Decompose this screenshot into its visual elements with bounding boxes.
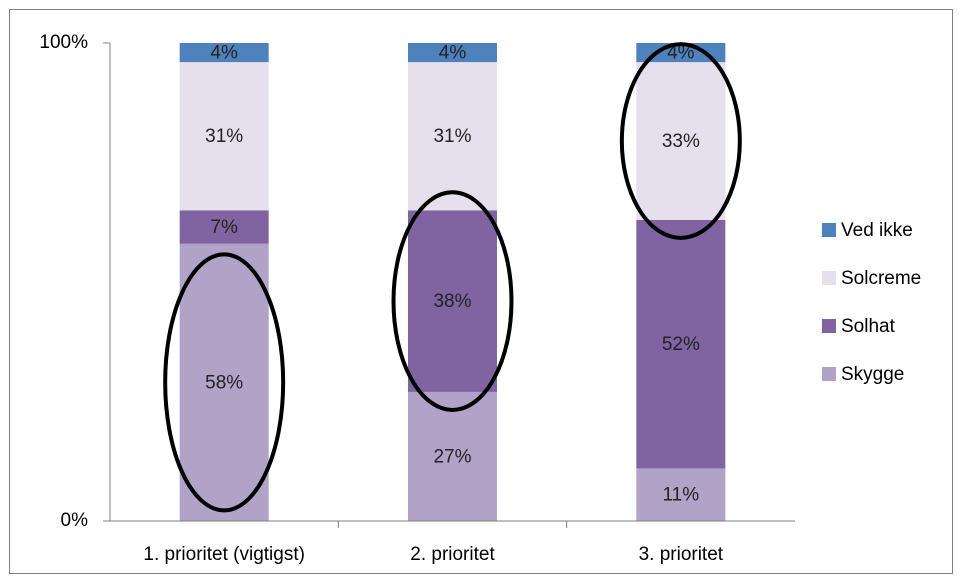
bar-segment-solcreme-2 [408, 62, 497, 211]
data-label-skygge-2: 27% [433, 446, 471, 467]
bar-segment-ved-ikke-3 [636, 43, 726, 63]
category-label-2: 2. prioritet [410, 544, 495, 565]
segment-labels-group: 58% 7% 31% 4% 27% 38% 31% 4% 11% 52% 33% 4% [205, 43, 700, 506]
legend-label-ved-ikke: Ved ikke [841, 220, 913, 241]
bar-segment-skygge-2 [408, 391, 497, 521]
bar-segment-skygge-3 [636, 468, 726, 521]
bar-segment-solcreme-1 [179, 62, 269, 211]
legend-swatch-ved-ikke [822, 223, 836, 237]
category-label-3: 3. prioritet [639, 544, 724, 565]
highlight-ellipse-3 [619, 42, 742, 240]
data-label-ved-ikke-2: 4% [439, 43, 467, 64]
category-label-1: 1. prioritet (vigtigst) [143, 544, 305, 565]
legend-label-solhat: Solhat [841, 316, 896, 337]
chart-frame [9, 9, 953, 574]
bars-group [179, 43, 726, 521]
legend-swatch-solhat [822, 319, 836, 333]
y-tick-label-2: 100% [39, 32, 88, 53]
legend: Ved ikke Solcreme Solhat Skygge [822, 220, 921, 385]
legend-swatch-skygge [822, 367, 836, 381]
data-label-skygge-1: 58% [205, 372, 243, 393]
ticks-group: 0% 100% [39, 32, 568, 531]
data-label-solcreme-3: 33% [662, 131, 700, 152]
bar-segment-solhat-3 [636, 219, 726, 469]
legend-swatch-solcreme [822, 271, 836, 285]
legend-label-solcreme: Solcreme [841, 268, 921, 289]
data-label-solhat-2: 38% [433, 291, 471, 312]
data-label-solcreme-1: 31% [205, 126, 243, 147]
axes-group [109, 43, 795, 522]
data-label-skygge-3: 11% [663, 485, 700, 506]
legend-label-skygge: Skygge [841, 364, 904, 385]
data-label-solhat-1: 7% [210, 217, 238, 238]
category-labels-group: 1. prioritet (vigtigst) 2. prioritet 3. pr… [143, 544, 723, 565]
data-label-ved-ikke-1: 4% [210, 43, 238, 64]
data-label-solhat-3: 52% [662, 334, 700, 355]
bar-segment-skygge-1 [179, 243, 269, 521]
bar-segment-solhat-2 [408, 210, 497, 392]
data-label-ved-ikke-3: 4% [667, 43, 695, 64]
highlight-ellipses-group [163, 42, 742, 513]
y-tick-label-1: 0% [61, 510, 89, 531]
bar-segment-solcreme-3 [636, 62, 726, 220]
data-label-solcreme-2: 31% [433, 126, 471, 147]
bar-segment-ved-ikke-2 [408, 43, 497, 63]
bar-segment-ved-ikke-1 [179, 43, 269, 63]
bar-segment-solhat-1 [179, 210, 269, 244]
highlight-ellipse-1 [163, 252, 286, 513]
highlight-ellipse-2 [391, 190, 514, 412]
